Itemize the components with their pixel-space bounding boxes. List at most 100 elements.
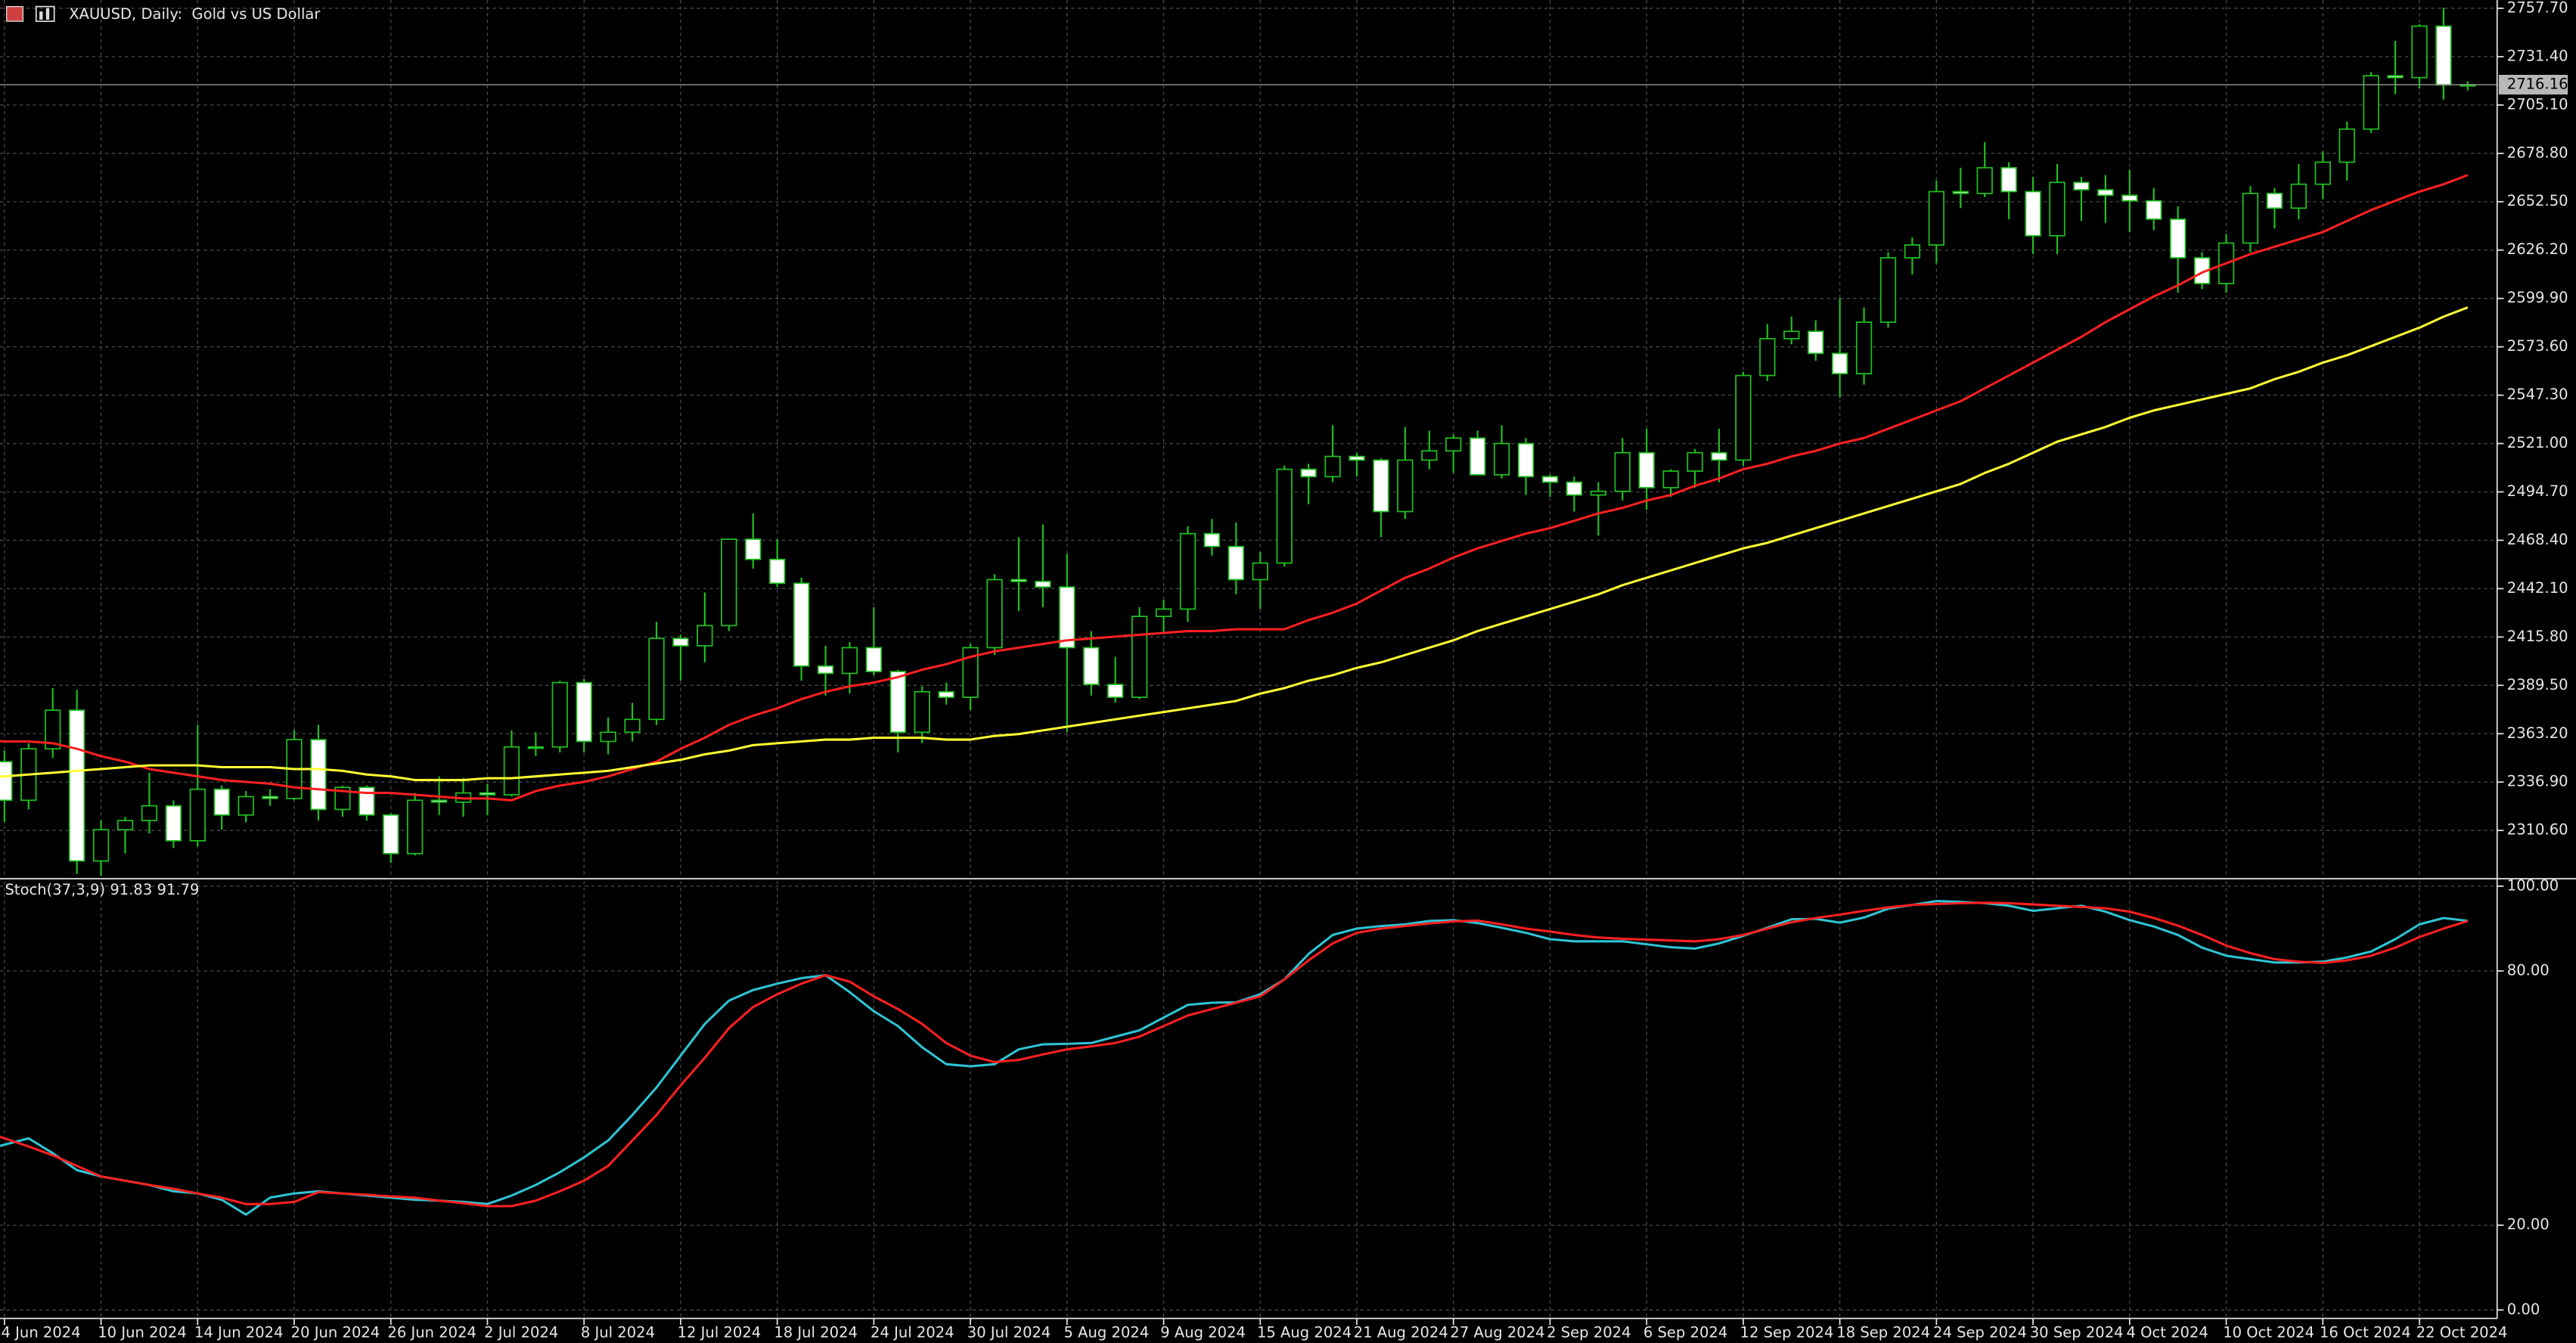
candle-body [721, 538, 737, 627]
candle-body [889, 671, 906, 734]
candle-body [2025, 191, 2041, 237]
x-tick-label: 15 Aug 2024 [1257, 1324, 1352, 1341]
x-tick-label: 27 Aug 2024 [1450, 1324, 1544, 1341]
price-plot [0, 8, 2497, 876]
candle-body [1035, 581, 1051, 588]
candle-body [1083, 647, 1100, 685]
indicator-signal-value: 91.79 [157, 881, 200, 898]
candle-body [2435, 25, 2452, 86]
price-grid: 2757.70 2731.40 2705.10 2678.80 2652.50 2626.… [0, 0, 2568, 876]
candle-body [1252, 562, 1268, 581]
candle-body [817, 665, 834, 675]
candle-body [1131, 616, 1148, 698]
candle-body [2242, 192, 2259, 244]
y-tick-label: 2757.70 [2507, 0, 2568, 16]
candle-body [1059, 586, 1075, 649]
candle-body [1010, 578, 1027, 582]
candle-body [383, 814, 399, 854]
candle-body [358, 786, 375, 816]
x-tick-label: 12 Sep 2024 [1740, 1324, 1834, 1341]
chart-icon-bar [45, 8, 50, 20]
x-tick-label: 16 Oct 2024 [2320, 1324, 2411, 1341]
moving-average-line [0, 306, 2469, 782]
stochastic-line [0, 900, 2469, 1216]
y-tick-label: 2652.50 [2507, 192, 2568, 209]
candle-body [745, 538, 762, 560]
candle-body [1373, 459, 1389, 513]
x-tick-label: 4 Oct 2024 [2126, 1324, 2208, 1341]
candle-body [1976, 166, 1993, 194]
y-tick-label: 0.00 [2507, 1301, 2540, 1318]
candle-body [1831, 352, 1848, 374]
candle-body [45, 709, 61, 750]
candle-body [1855, 321, 1873, 374]
candle-body [334, 786, 351, 811]
candle-body [697, 625, 713, 647]
candle-body [2121, 194, 2138, 202]
x-tick-label: 30 Jul 2024 [967, 1324, 1051, 1341]
candle-body [962, 647, 979, 698]
y-tick-label: 2521.00 [2507, 434, 2568, 451]
stochastic-line [0, 901, 2469, 1208]
y-tick-label: 2547.30 [2507, 386, 2568, 403]
candle-body [1662, 470, 1679, 489]
y-tick-label: 100.00 [2507, 876, 2559, 894]
candle-body [189, 788, 206, 842]
candle-body [1300, 468, 1317, 478]
x-tick-label: 30 Sep 2024 [2030, 1324, 2124, 1341]
candle-body [1397, 459, 1414, 513]
candle-body [1276, 468, 1293, 564]
x-tick-label: 21 Aug 2024 [1354, 1324, 1448, 1341]
y-tick-label: 2310.60 [2507, 821, 2568, 839]
candle-body [1227, 545, 1245, 581]
candle-body [1711, 451, 1727, 461]
x-tick-label: 5 Aug 2024 [1063, 1324, 1149, 1341]
candle-body [165, 805, 182, 842]
x-tick-label: 18 Sep 2024 [1836, 1324, 1930, 1341]
x-tick-label: 18 Jul 2024 [774, 1324, 858, 1341]
y-tick-label: 2573.60 [2507, 337, 2568, 355]
candle-body [1179, 532, 1196, 610]
current-price-label: 2716.16 [2507, 75, 2568, 92]
candle-body [2049, 181, 2065, 237]
chart-icon [35, 5, 55, 23]
candle-body [69, 709, 85, 862]
candle-body [576, 681, 592, 743]
candle-body [793, 582, 810, 667]
x-tick-label: 24 Jul 2024 [871, 1324, 954, 1341]
candle-body [1904, 244, 1921, 259]
candle-body [2314, 161, 2331, 185]
candle-body [1541, 476, 1559, 483]
y-tick-label: 80.00 [2507, 962, 2550, 979]
indicator-main-value: 91.83 [110, 881, 152, 898]
candle-body [1879, 257, 1897, 323]
candle-body [1735, 374, 1752, 461]
candle-body [237, 796, 254, 816]
candle-body [1687, 451, 1703, 472]
x-tick-label: 4 Jun 2024 [2, 1324, 81, 1341]
candle-body [769, 558, 786, 585]
candle-body [841, 647, 858, 675]
x-tick-label: 26 Jun 2024 [387, 1324, 476, 1341]
candle-body [1566, 481, 1583, 496]
moving-average-line [0, 174, 2469, 802]
candle-body [648, 637, 665, 721]
candle-body [1155, 608, 1172, 617]
candle-body [2073, 181, 2090, 191]
candle-body [407, 799, 424, 854]
candle-body [116, 820, 134, 831]
stoch-plot [0, 900, 2469, 1216]
chart-icon-bar [39, 11, 43, 20]
candle-body [430, 799, 448, 803]
candle-body [551, 681, 568, 748]
candle-body [262, 796, 278, 799]
candle-body [1808, 330, 1824, 355]
candle-body [1421, 450, 1438, 461]
labels: XAUUSD, Daily: Gold vs US Dollar Stoch(3… [2, 5, 2568, 1341]
x-tick-label: 12 Jul 2024 [678, 1324, 762, 1341]
candle-body [914, 690, 930, 734]
x-tick-label: 22 Oct 2024 [2416, 1324, 2508, 1341]
